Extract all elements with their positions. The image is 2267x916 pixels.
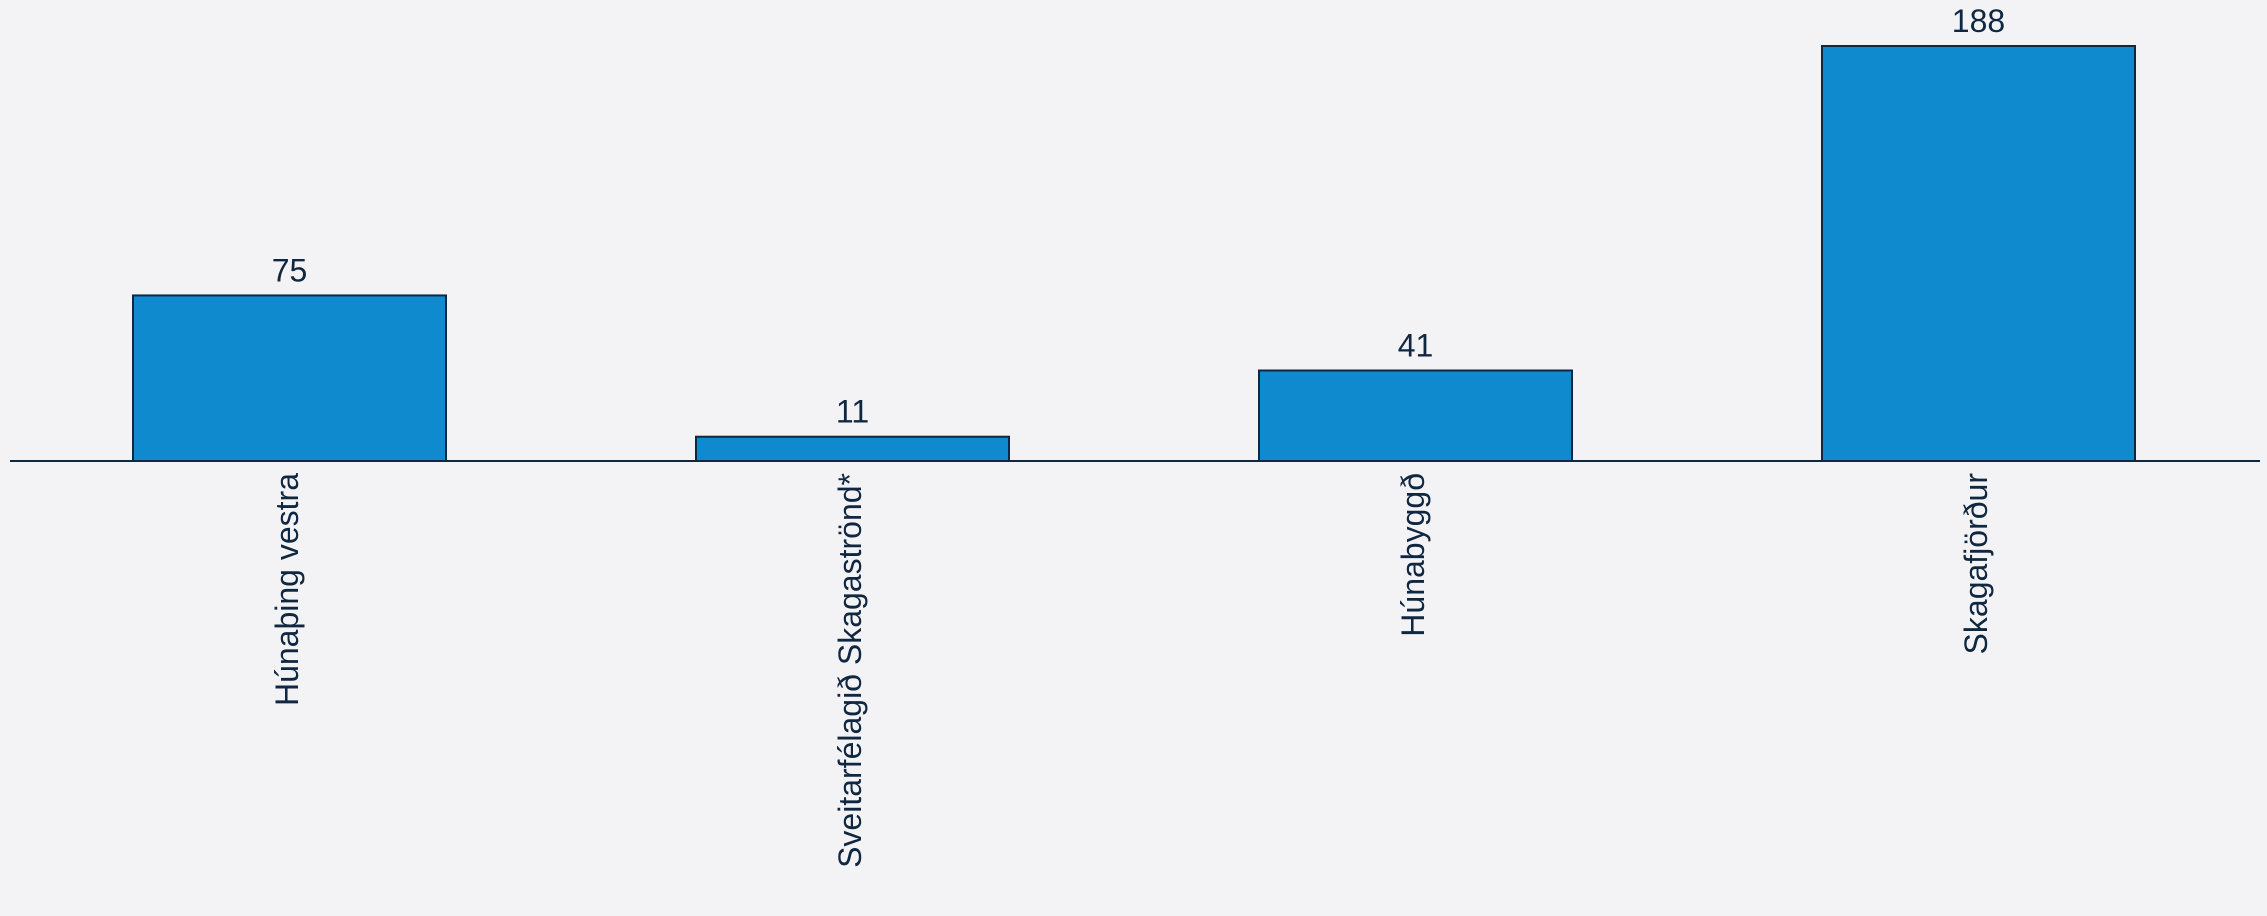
value-label-2: 11: [836, 394, 869, 430]
bar-2: [695, 435, 1010, 462]
value-label-4: 188: [1952, 3, 2005, 39]
category-label-2: Sveitarfélagið Skagaströnd*: [832, 473, 868, 868]
bar-4: [1821, 45, 2136, 462]
category-labels-group: Húnaþing vestra Sveitarfélagið Skagaströn…: [269, 473, 1994, 868]
category-label-4: Skagafjörður: [1958, 473, 1994, 655]
category-label-1: Húnaþing vestra: [269, 473, 305, 706]
category-label-3: Húnabyggð: [1395, 473, 1431, 637]
bar-3: [1258, 369, 1573, 463]
value-label-1: 75: [272, 252, 308, 288]
value-labels-group: 75 11 41 188: [272, 3, 2005, 430]
bars-group: [132, 45, 2136, 463]
value-label-3: 41: [1398, 327, 1434, 363]
bar-1: [132, 294, 447, 463]
